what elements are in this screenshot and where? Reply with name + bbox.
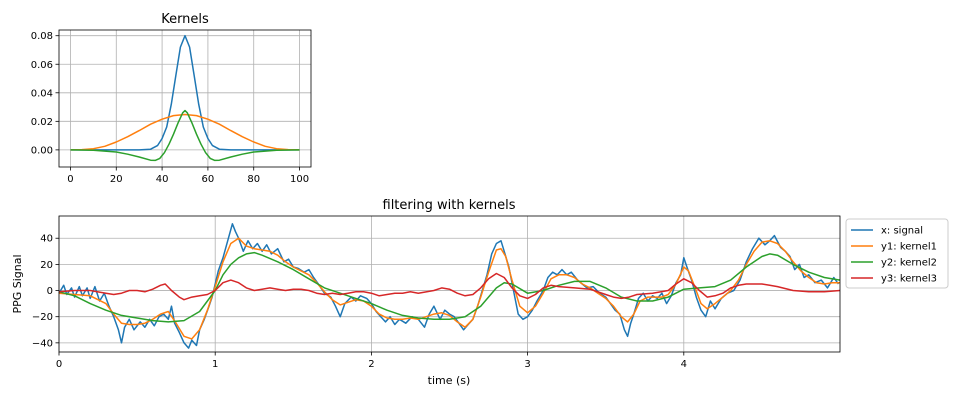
legend-items: x: signal y1: kernel1 y2: kernel2 y3: kerne… (851, 226, 937, 285)
filtering-y-tick-label: 40 (40, 234, 53, 245)
legend-label-3: y3: kernel3 (881, 274, 937, 285)
kernels-x-tick-label: 0 (67, 174, 73, 185)
filtering-x-tick-label: 3 (524, 359, 530, 370)
filtering-y-tick-label: −40 (32, 338, 53, 349)
filtering-x-tick-label: 1 (212, 359, 218, 370)
kernels-y-tick-label: 0.00 (31, 145, 53, 156)
legend: x: signal y1: kernel1 y2: kernel2 y3: kerne… (845, 218, 949, 289)
filtering-y-tick-label: −20 (32, 312, 53, 323)
filtering-axes-frame (58, 215, 841, 353)
kernels-y-tick-label: 0.08 (31, 31, 53, 42)
filtering-series-2-line (58, 251, 841, 323)
kernels-series-0-line (70, 34, 300, 151)
kernels-lines (70, 34, 300, 162)
filtering-x-ticks: 0 1 2 3 4 (56, 352, 687, 370)
filtering-y-tick-label: 0 (47, 286, 53, 297)
legend-label-0: x: signal (881, 226, 923, 237)
legend-box (845, 218, 949, 289)
filtering-x-tick-label: 2 (368, 359, 374, 370)
kernels-y-ticks: 0.00 0.02 0.04 0.06 0.08 (31, 31, 59, 156)
kernels-grid (59, 30, 311, 167)
legend-label-1: y1: kernel1 (881, 242, 937, 253)
filtering-y-label: PPG Signal (11, 254, 24, 313)
filtering-plot: filtering with kernels 0 1 2 3 4 −40 −20 0 20 40… (11, 198, 841, 387)
filtering-series-3-line (58, 272, 841, 301)
filtering-x-tick-label: 0 (56, 359, 62, 370)
legend-label-2: y2: kernel2 (881, 258, 937, 269)
kernels-x-tick-label: 100 (290, 174, 309, 185)
kernels-title: Kernels (161, 12, 209, 27)
kernels-x-ticks: 0 20 40 60 80 100 (67, 167, 309, 185)
filtering-x-tick-label: 4 (681, 359, 687, 370)
kernels-y-tick-label: 0.02 (31, 117, 53, 128)
kernels-y-tick-label: 0.04 (31, 88, 53, 99)
filtering-y-tick-label: 20 (40, 260, 53, 271)
kernels-x-tick-label: 20 (110, 174, 123, 185)
kernels-plot: Kernels 0 20 40 60 80 100 0.000.020.040.060.0… (31, 12, 312, 185)
kernels-series-1-line (70, 113, 300, 151)
kernels-x-tick-label: 80 (247, 174, 260, 185)
filtering-title: filtering with kernels (383, 198, 516, 213)
kernels-series-2-line (70, 109, 300, 162)
kernels-y-tick-label: 0.06 (31, 60, 53, 71)
filtering-y-ticks: −40 −20 0 20 40 (32, 234, 59, 349)
filtering-x-label: time (s) (428, 374, 471, 387)
kernels-x-tick-label: 60 (202, 174, 215, 185)
kernels-x-tick-label: 40 (156, 174, 169, 185)
filtering-lines (58, 223, 841, 349)
kernels-axes-frame (58, 29, 312, 168)
